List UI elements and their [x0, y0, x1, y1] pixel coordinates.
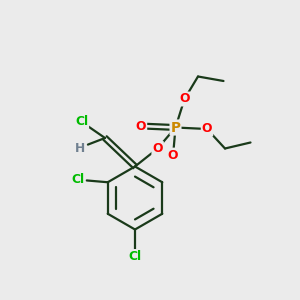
Text: Cl: Cl [71, 173, 84, 186]
Text: P: P [171, 121, 180, 134]
Text: O: O [136, 119, 146, 133]
Text: O: O [168, 148, 178, 162]
Text: O: O [202, 122, 212, 136]
Text: Cl: Cl [75, 115, 88, 128]
Text: O: O [152, 142, 163, 155]
Text: Cl: Cl [128, 250, 142, 263]
Text: H: H [75, 142, 85, 155]
Text: O: O [179, 92, 190, 106]
